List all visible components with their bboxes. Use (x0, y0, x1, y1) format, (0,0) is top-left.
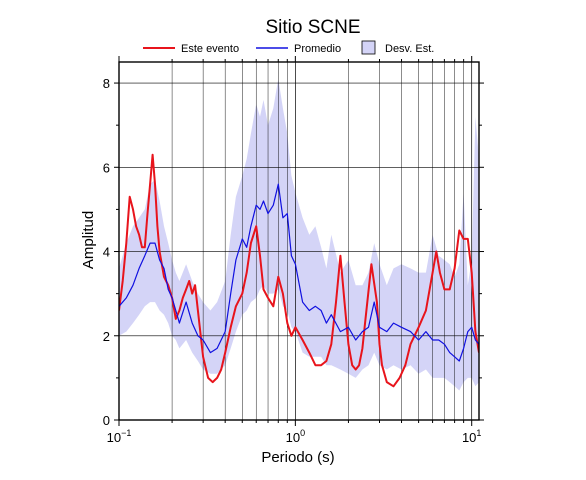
y-axis-label: Amplitud (80, 211, 97, 269)
series-line-promedio (119, 183, 479, 362)
legend: Este evento Promedio Desv. Est. (143, 40, 434, 55)
x-tick-label: 101 (462, 428, 481, 445)
y-tick-label: 0 (103, 413, 110, 428)
plot-area: 0 2 4 6 8 10−1 100 101 (103, 56, 484, 445)
chart-title: Sitio SCNE (265, 17, 360, 38)
plot-frame (118, 61, 480, 421)
legend-swatch-desv-est (361, 40, 376, 55)
std-dev-band (119, 78, 479, 391)
x-tick-label: 10−1 (107, 428, 132, 445)
y-tick-label: 4 (103, 245, 110, 260)
legend-label-promedio: Promedio (294, 43, 341, 55)
y-tick-label: 2 (103, 329, 110, 344)
x-axis-label: Periodo (s) (261, 449, 334, 466)
y-tick-label: 6 (103, 160, 110, 175)
series-line-este-evento (119, 153, 479, 388)
legend-label-desv-est: Desv. Est. (385, 43, 434, 55)
legend-label-este-evento: Este evento (181, 43, 239, 55)
y-tick-label: 8 (103, 76, 110, 91)
x-tick-label: 100 (286, 428, 305, 445)
